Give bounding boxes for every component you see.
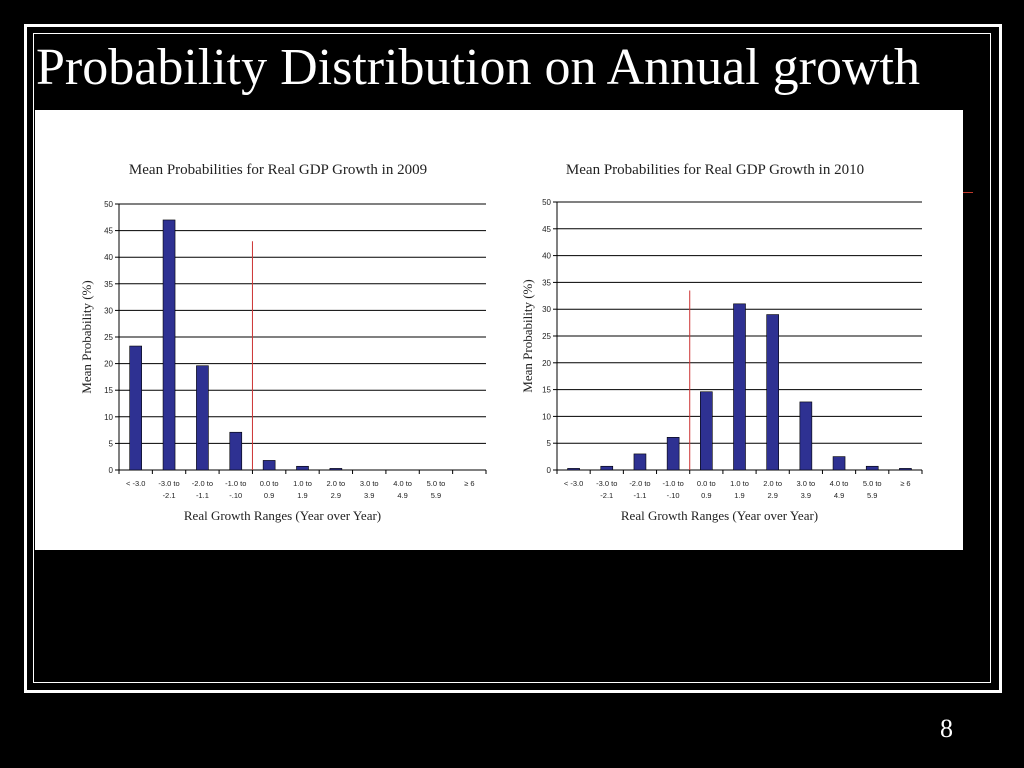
bar [733,303,746,471]
bar [567,468,580,471]
bar [162,219,176,471]
x-tick-label: < -3.0 [126,479,145,488]
y-tick-label: 20 [542,359,551,368]
y-axis-label: Mean Probability (%) [520,279,535,392]
y-tick-label: 25 [104,333,113,342]
slide-inner-frame [33,33,991,683]
bar [666,437,680,471]
bar [799,401,813,471]
x-tick-label: -3.0 to [158,479,179,488]
x-tick-label: 3.9 [364,491,374,500]
y-tick-label: 35 [542,278,551,287]
x-tick-label: -1.1 [633,491,646,500]
y-tick-label: 35 [104,280,113,289]
x-tick-label: 5.9 [867,491,877,500]
y-tick-label: 30 [542,305,551,314]
y-tick-label: 45 [542,225,551,234]
bar [832,456,846,471]
x-tick-label: 0.9 [264,491,274,500]
bar [296,465,309,471]
x-tick-label: < -3.0 [564,479,583,488]
x-axis-label: Real Growth Ranges (Year over Year) [184,508,381,523]
x-tick-label: -.10 [667,491,680,500]
x-tick-label: 3.9 [801,491,811,500]
y-tick-label: 10 [542,412,551,421]
x-tick-label: 4.9 [834,491,844,500]
y-axis-label: Mean Probability (%) [79,280,94,393]
x-tick-label: 1.0 to [293,479,312,488]
x-tick-label: -1.0 to [225,479,246,488]
x-tick-label: 2.0 to [763,479,782,488]
x-tick-label: 0.0 to [260,479,279,488]
chart-panel: Mean Probabilities for Real GDP Growth i… [35,110,963,550]
slide-number: 8 [940,714,953,743]
x-tick-label: 5.9 [431,491,441,500]
bar [329,468,343,471]
x-axis-label: Real Growth Ranges (Year over Year) [621,508,818,523]
x-tick-label: 2.0 to [326,479,345,488]
x-tick-label: 2.9 [331,491,341,500]
x-tick-label: 0.0 to [697,479,716,488]
x-tick-label: 3.0 to [360,479,379,488]
bar [229,431,243,471]
y-tick-label: 5 [109,439,114,448]
bar [600,465,614,471]
x-tick-label: 1.9 [734,491,744,500]
chart-title: Mean Probabilities for Real GDP Growth i… [566,162,864,178]
bar [196,365,209,471]
x-tick-label: -1.1 [196,491,209,500]
x-tick-label: -1.0 to [663,479,684,488]
bar [700,391,713,471]
bar [899,468,912,471]
x-tick-label: -2.1 [163,491,176,500]
x-tick-label: 0.9 [701,491,711,500]
x-tick-label: 1.0 to [730,479,749,488]
y-tick-label: 25 [542,332,551,341]
y-tick-label: 20 [104,360,113,369]
x-tick-label: 5.0 to [863,479,882,488]
bar [262,460,276,471]
bar [766,314,779,471]
y-tick-label: 50 [104,200,113,209]
chart-1: Mean Probabilities for Real GDP Growth i… [79,162,487,523]
bar [865,465,879,471]
slide-outer-frame [24,24,1002,693]
x-tick-label: 2.9 [767,491,777,500]
x-tick-label: 4.0 to [393,479,412,488]
x-tick-label: -.10 [229,491,242,500]
y-tick-label: 0 [547,466,552,475]
y-tick-label: 50 [542,198,551,207]
y-tick-label: 5 [547,439,552,448]
y-tick-label: 15 [104,386,113,395]
x-tick-label: -2.0 to [629,479,650,488]
x-tick-label: 3.0 to [796,479,815,488]
x-tick-label: 1.9 [297,491,307,500]
charts-svg: Mean Probabilities for Real GDP Growth i… [79,162,923,523]
x-tick-label: 5.0 to [427,479,446,488]
slide-title: Probability Distribution on Annual growt… [36,39,920,96]
x-tick-label: ≥ 6 [464,479,474,488]
bar [129,345,142,471]
chart-title: Mean Probabilities for Real GDP Growth i… [129,162,427,178]
x-tick-label: -2.1 [600,491,613,500]
red-dash-mark [963,192,973,193]
y-tick-label: 40 [542,252,551,261]
y-tick-label: 0 [109,466,114,475]
chart-2: Mean Probabilities for Real GDP Growth i… [520,162,923,523]
x-tick-label: ≥ 6 [900,479,910,488]
x-tick-label: 4.0 to [830,479,849,488]
y-tick-label: 10 [104,413,113,422]
x-tick-label: -2.0 to [192,479,213,488]
x-tick-label: -3.0 to [596,479,617,488]
y-tick-label: 15 [542,386,551,395]
y-tick-label: 30 [104,306,113,315]
y-tick-label: 45 [104,227,113,236]
x-tick-label: 4.9 [397,491,407,500]
y-tick-label: 40 [104,253,113,262]
bar [633,453,647,471]
